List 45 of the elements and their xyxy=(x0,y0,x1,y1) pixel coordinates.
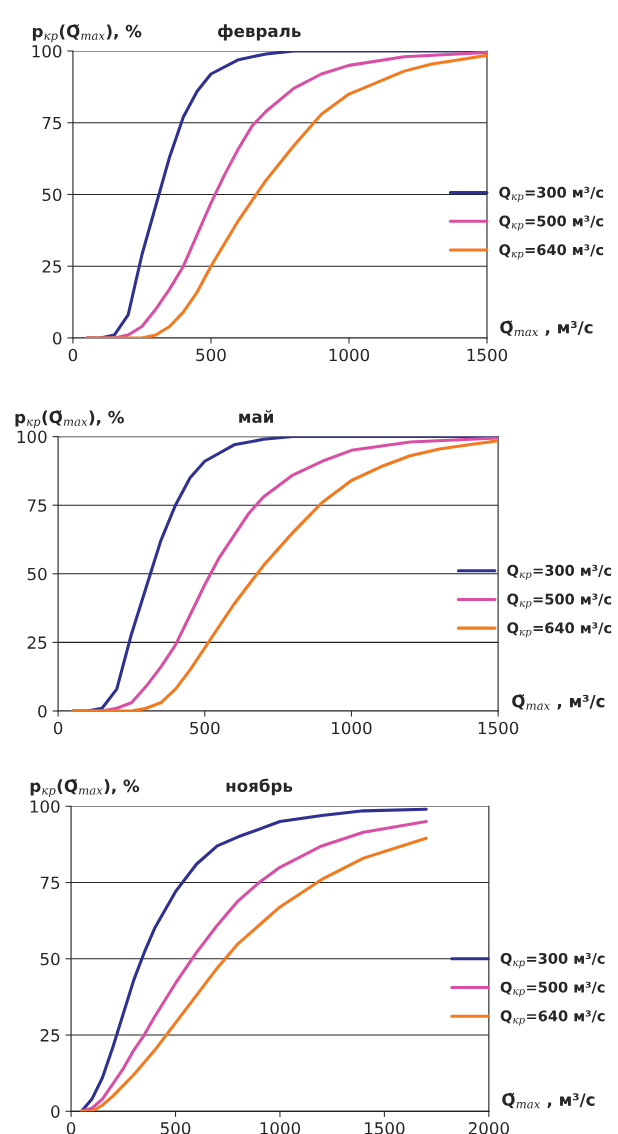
y-tick-label: 50 xyxy=(27,567,47,581)
legend-label: Q$_{кр}$=640 м³/с xyxy=(507,622,612,638)
x-axis-title: Q̃$_{max}$ , м³/с xyxy=(500,320,593,337)
x-tick-label: 500 xyxy=(160,1122,191,1134)
chart-title: ноябрь xyxy=(226,778,293,796)
y-axis-title: p$_{кр}$(Q̃$_{max}$), % xyxy=(30,778,140,797)
x-tick-label: 1000 xyxy=(332,721,372,735)
x-tick-label: 0 xyxy=(68,348,78,362)
x-tick-label: 1500 xyxy=(467,348,508,362)
x-tick-label: 500 xyxy=(190,721,220,735)
y-tick-label: 100 xyxy=(17,430,47,444)
x-tick-label: 0 xyxy=(66,1122,76,1134)
legend-label: Q$_{кр}$=300 м³/с xyxy=(500,952,605,969)
x-tick-label: 1500 xyxy=(365,1122,405,1134)
x-tick-label: 1000 xyxy=(329,348,370,362)
x-axis-title: Q̃$_{max}$ , м³/с xyxy=(502,1092,595,1109)
y-tick-label: 25 xyxy=(27,636,47,649)
y-tick-label: 25 xyxy=(40,1029,60,1042)
legend-label: Q$_{кр}$=640 м³/с xyxy=(500,1010,605,1026)
chart-title: май xyxy=(239,410,273,424)
y-tick-label: 25 xyxy=(42,260,62,273)
y-axis-title: p$_{кр}$(Q̃$_{max}$), % xyxy=(15,410,124,429)
y-tick-label: 75 xyxy=(27,499,47,512)
x-tick-label: 500 xyxy=(196,348,226,362)
x-axis-title: Q̃$_{max}$ , м³/с xyxy=(512,694,605,710)
legend-label: Q$_{кр}$=640 м³/с xyxy=(499,244,604,260)
legend-label: Q$_{кр}$=300 м³/с xyxy=(507,564,612,581)
y-tick-label: 0 xyxy=(53,331,62,345)
y-axis-title: p$_{кр}$(Q̃$_{max}$), % xyxy=(32,24,142,43)
x-tick-label: 1000 xyxy=(260,1122,301,1134)
y-tick-label: 75 xyxy=(40,876,60,890)
legend-label: Q$_{кр}$=500 м³/с xyxy=(507,593,612,609)
x-tick-label: 1500 xyxy=(478,721,519,735)
y-tick-label: 50 xyxy=(40,952,60,966)
y-tick-label: 50 xyxy=(42,188,62,202)
y-tick-label: 0 xyxy=(38,704,47,718)
y-tick-label: 75 xyxy=(42,116,62,130)
y-tick-label: 100 xyxy=(30,800,60,813)
y-tick-label: 0 xyxy=(51,1105,60,1118)
chart-title: февраль xyxy=(218,24,301,41)
legend-label: Q$_{кр}$=500 м³/с xyxy=(500,981,605,997)
legend-label: Q$_{кр}$=300 м³/с xyxy=(499,186,604,202)
legend-label: Q$_{кр}$=500 м³/с xyxy=(499,215,604,231)
x-tick-label: 2000 xyxy=(468,1122,509,1134)
y-tick-label: 100 xyxy=(32,44,62,58)
